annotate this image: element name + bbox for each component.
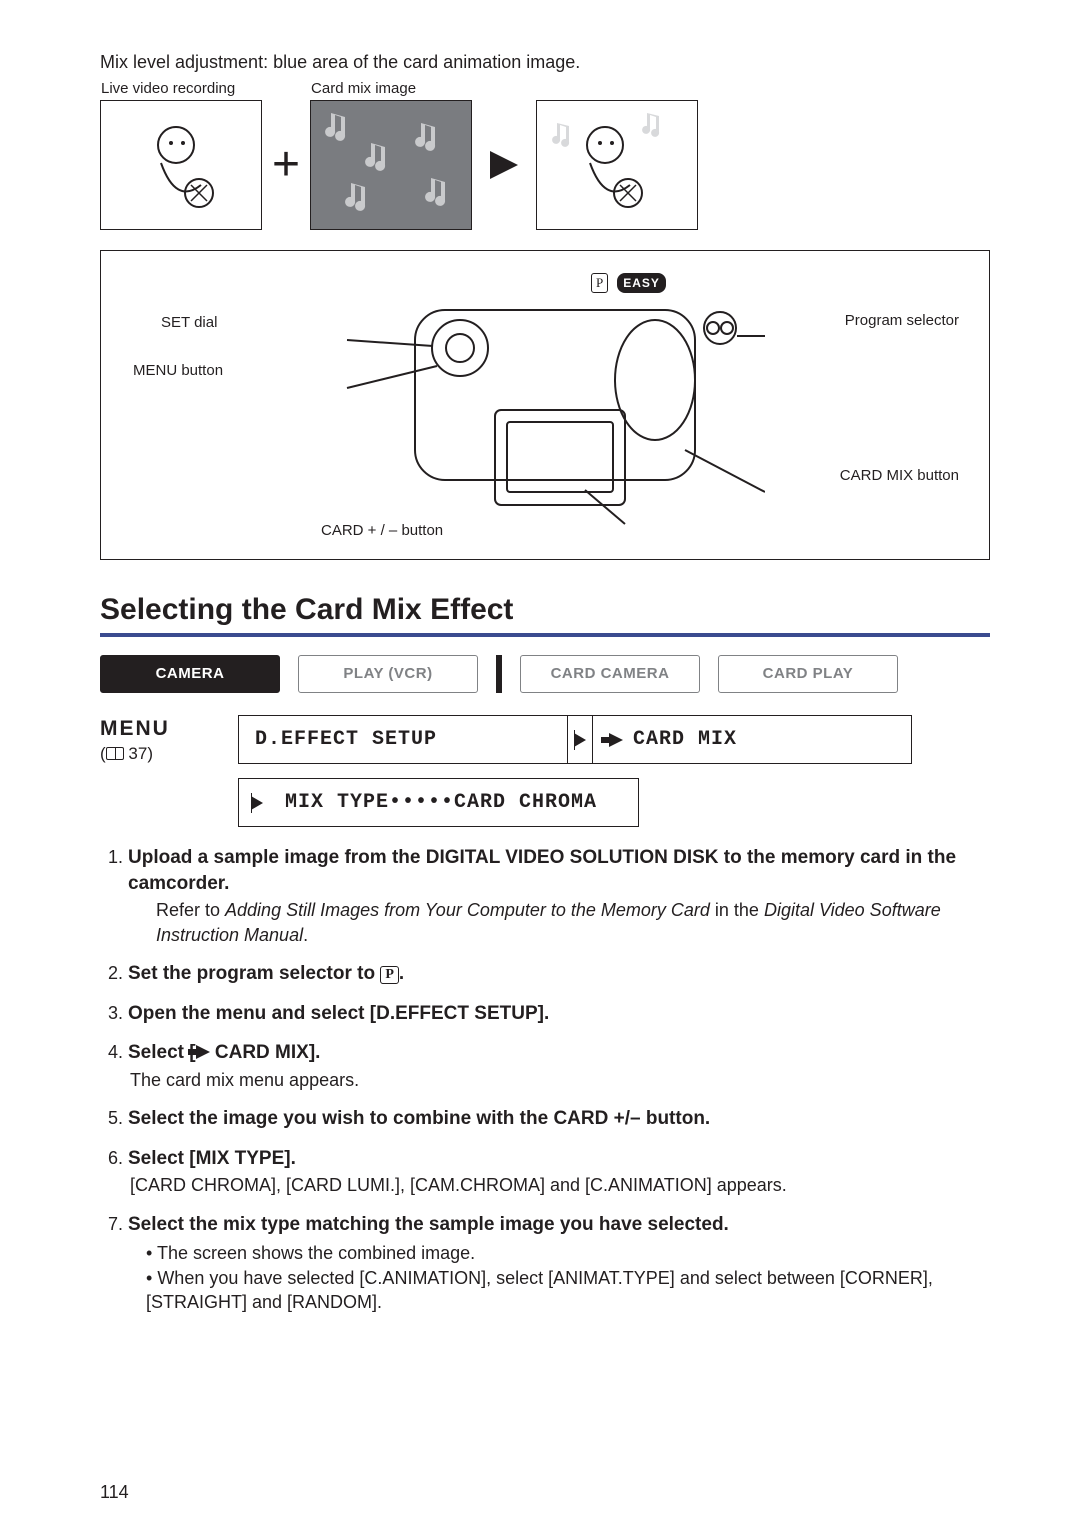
step-3: Open the menu and select [D.EFFECT SETUP… <box>128 1001 990 1027</box>
label-set-dial: SET dial <box>161 313 217 333</box>
step-6: Select [MIX TYPE]. [CARD CHROMA], [CARD … <box>128 1146 990 1198</box>
step-5-head: Select the image you wish to combine wit… <box>128 1108 710 1129</box>
step-7-b2: When you have selected [C.ANIMATION], se… <box>146 1266 990 1315</box>
step-4: Select [ CARD MIX]. The card mix menu ap… <box>128 1040 990 1092</box>
step-6-body: [CARD CHROMA], [CARD LUMI.], [CAM.CHROMA… <box>128 1173 990 1197</box>
thumb-card-mix: Card mix image <box>310 100 472 230</box>
mode-separator <box>496 655 502 693</box>
menu-box-deffect: D.EFFECT SETUP <box>238 715 568 764</box>
arrow-right-icon <box>609 733 623 747</box>
step-2: Set the program selector to P. <box>128 961 990 987</box>
easy-badge-icon: EASY <box>617 273 666 293</box>
mode-play-vcr: PLAY (VCR) <box>298 655 478 693</box>
step-7-bullets: The screen shows the combined image. Whe… <box>128 1241 990 1314</box>
step-1: Upload a sample image from the DIGITAL V… <box>128 845 990 947</box>
thumb-live-video: Live video recording <box>100 100 262 230</box>
triangle-icon <box>251 796 263 810</box>
menu-label: MENU ( 37) <box>100 715 220 766</box>
mode-camera: CAMERA <box>100 655 280 693</box>
p-badge-icon: P <box>591 273 608 293</box>
p-mode-icon: P <box>380 966 399 984</box>
triangle-icon <box>574 733 586 747</box>
arrow-right-icon <box>196 1045 210 1059</box>
step-1-head: Upload a sample image from the DIGITAL V… <box>128 847 956 894</box>
plus-icon: + <box>272 133 300 198</box>
menu-box-deffect-text: D.EFFECT SETUP <box>255 726 437 753</box>
s4-a: Select [ <box>128 1042 196 1063</box>
baby-ball-illustration <box>121 115 241 215</box>
section-title: Selecting the Card Mix Effect <box>100 590 990 637</box>
label-menu-button: MENU button <box>133 361 223 381</box>
menu-box-mixtype-text: MIX TYPE•••••CARD CHROMA <box>285 789 597 816</box>
menu-box-cardmix: CARD MIX <box>592 715 912 764</box>
s1-c: . <box>303 925 308 945</box>
camera-diagram-box: P EASY SET dial MENU button CARD + / – b… <box>100 250 990 560</box>
step-7: Select the mix type matching the sample … <box>128 1212 990 1315</box>
arrow-right-icon <box>482 151 526 179</box>
step-7-head: Select the mix type matching the sample … <box>128 1214 729 1235</box>
step-5: Select the image you wish to combine wit… <box>128 1106 990 1132</box>
menu-arrow-1 <box>568 715 592 764</box>
menu-box-mixtype: MIX TYPE•••••CARD CHROMA <box>269 778 639 827</box>
label-program-selector: Program selector <box>845 311 959 331</box>
thumb-label-mid: Card mix image <box>311 79 416 99</box>
menu-ref-num: 37 <box>128 744 147 763</box>
s2-b: . <box>399 963 404 984</box>
menu-ref: ( 37) <box>100 743 220 766</box>
s2-a: Set the program selector to <box>128 963 380 984</box>
mode-row: CAMERA PLAY (VCR) CARD CAMERA CARD PLAY <box>100 655 990 693</box>
s4-b: CARD MIX]. <box>210 1042 321 1063</box>
book-icon <box>106 747 124 760</box>
mode-card-camera: CARD CAMERA <box>520 655 700 693</box>
mix-diagram-row: Live video recording + Card mix image <box>100 100 990 230</box>
step-7-b1: The screen shows the combined image. <box>146 1241 990 1265</box>
mode-card-play: CARD PLAY <box>718 655 898 693</box>
step-1-body: Refer to Adding Still Images from Your C… <box>128 898 990 947</box>
menu-row: MENU ( 37) D.EFFECT SETUP CARD MIX MIX T… <box>100 715 990 827</box>
page-number: 114 <box>100 1480 129 1504</box>
thumb-result <box>536 100 698 230</box>
step-4-body: The card mix menu appears. <box>128 1068 990 1092</box>
s1-a: Refer to <box>156 900 225 920</box>
combined-illustration <box>537 101 697 229</box>
step-2-head: Set the program selector to P. <box>128 963 404 984</box>
menu-arrow-2 <box>238 778 269 827</box>
menu-box-cardmix-text: CARD MIX <box>633 726 737 753</box>
step-4-head: Select [ CARD MIX]. <box>128 1042 320 1063</box>
s1-em1: Adding Still Images from Your Computer t… <box>225 900 710 920</box>
label-card-mix-btn: CARD MIX button <box>840 466 959 486</box>
step-3-head: Open the menu and select [D.EFFECT SETUP… <box>128 1003 549 1024</box>
s1-b: in the <box>710 900 764 920</box>
music-pattern-illustration <box>311 101 471 229</box>
label-card-pm: CARD + / – button <box>321 521 443 541</box>
steps-list: Upload a sample image from the DIGITAL V… <box>100 845 990 1314</box>
camcorder-illustration <box>325 270 765 540</box>
step-6-head: Select [MIX TYPE]. <box>128 1148 296 1169</box>
thumb-label-left: Live video recording <box>101 79 235 99</box>
menu-title: MENU <box>100 715 220 743</box>
intro-text: Mix level adjustment: blue area of the c… <box>100 50 990 74</box>
